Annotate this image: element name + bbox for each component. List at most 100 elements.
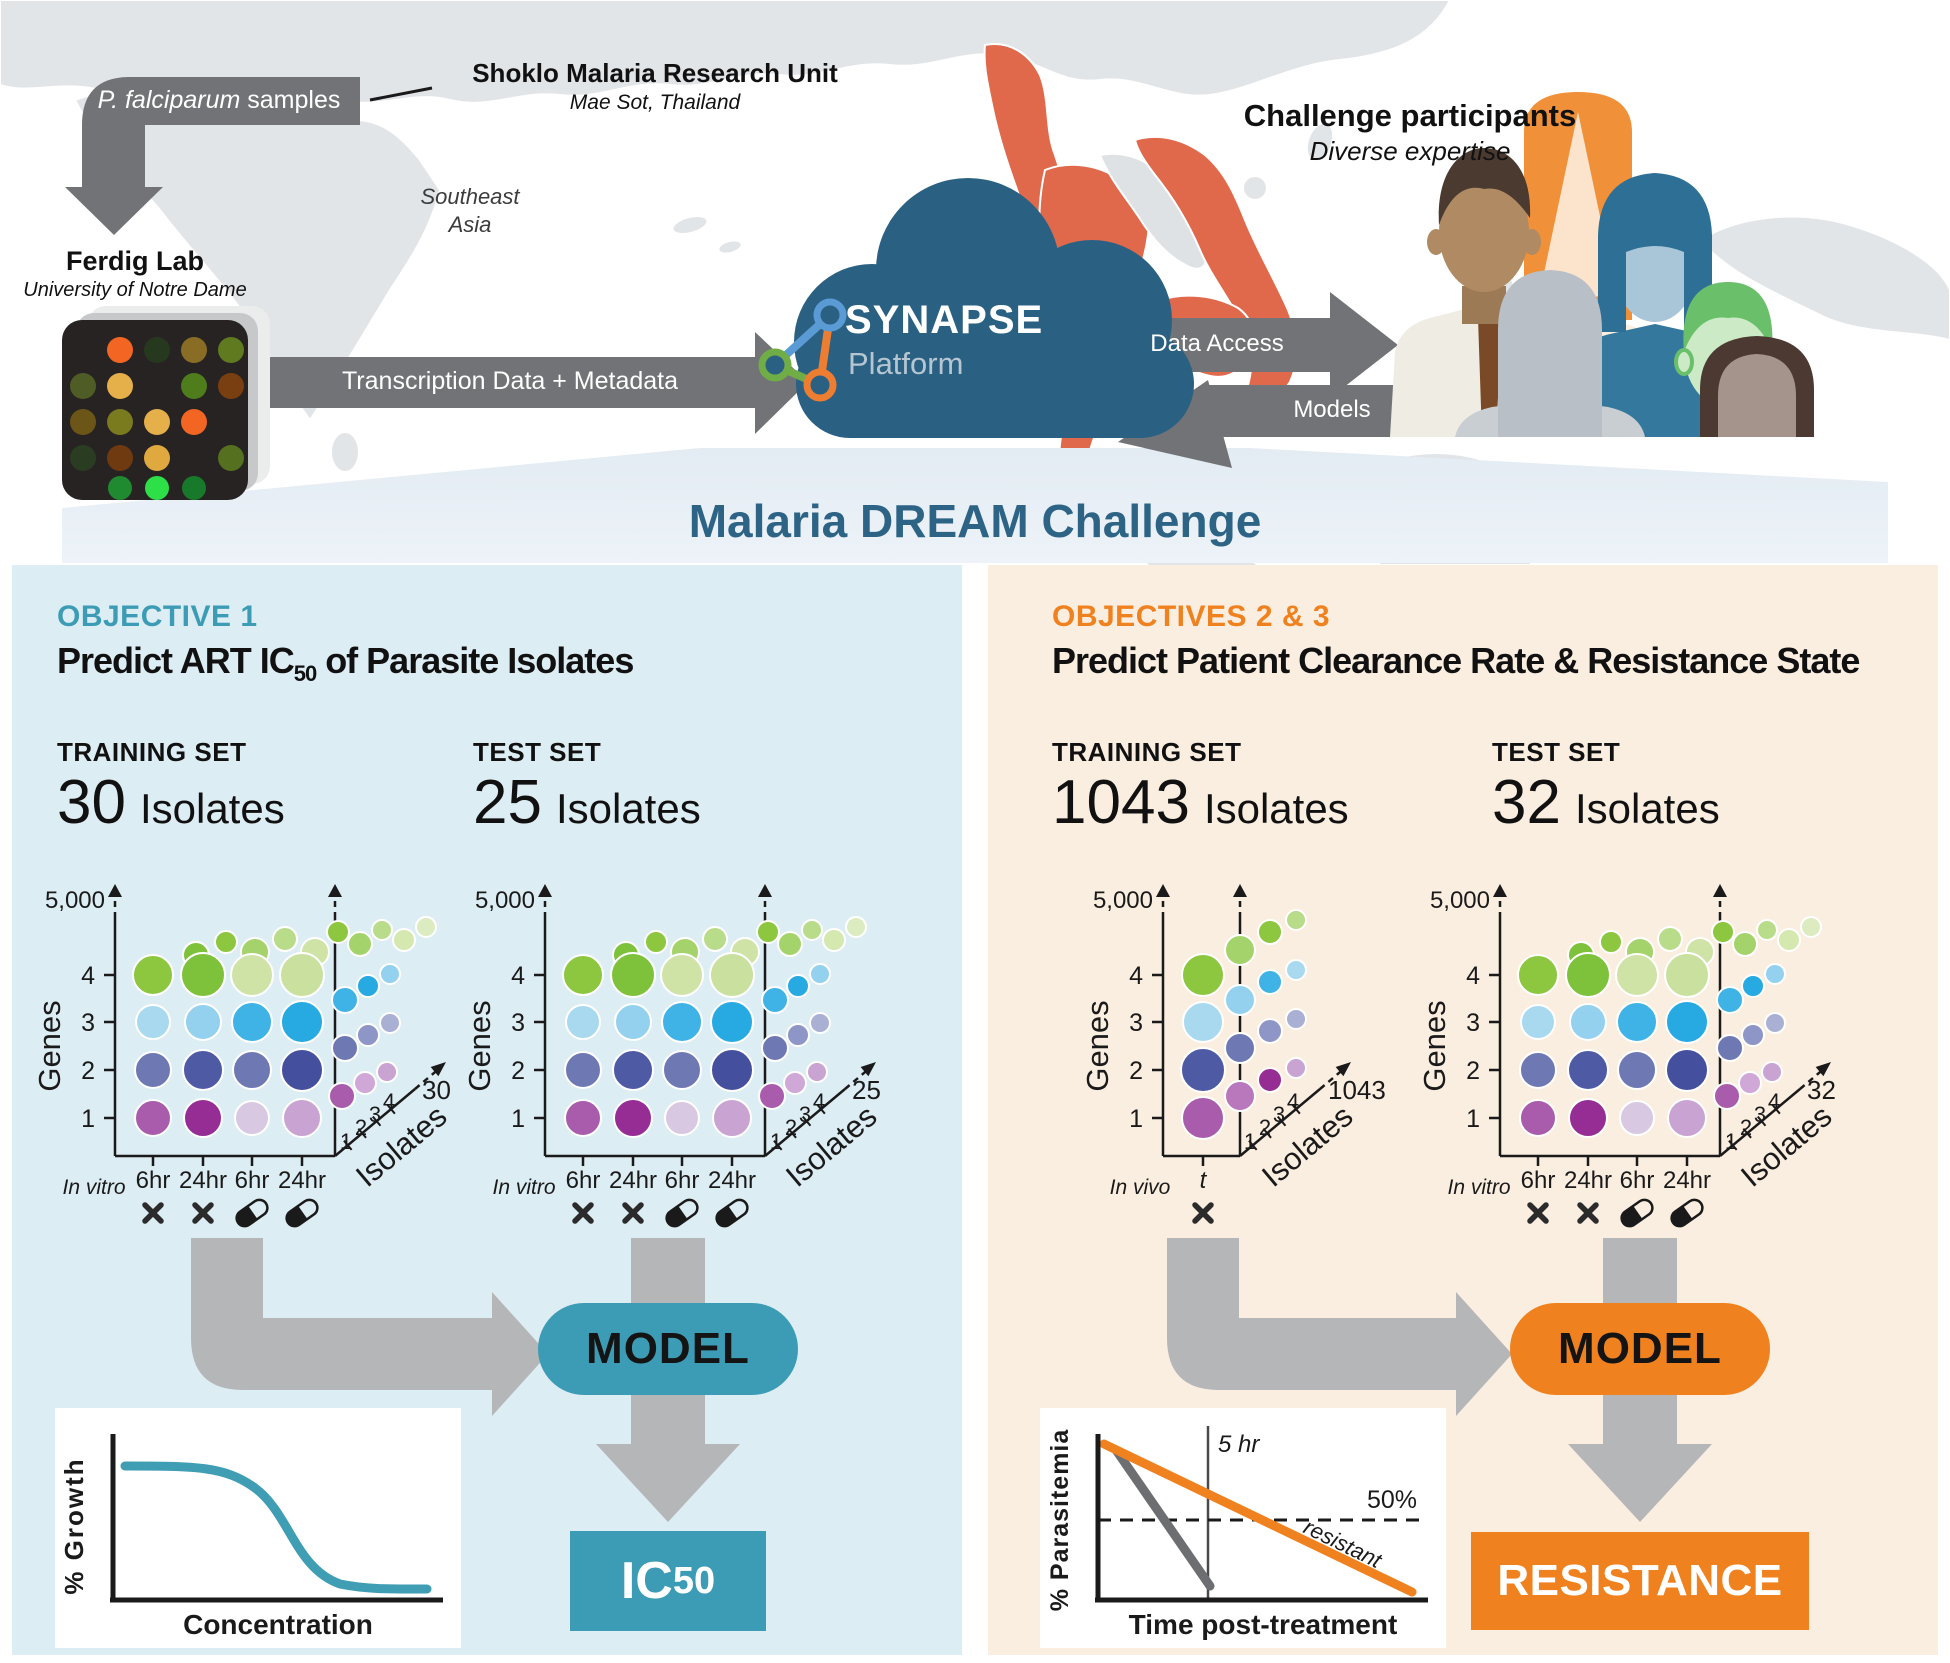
svg-text:In vitro: In vitro bbox=[1447, 1176, 1510, 1199]
clearance-axes bbox=[1095, 1434, 1428, 1603]
svg-text:1: 1 bbox=[770, 1129, 782, 1154]
test-count-unit: Isolates bbox=[1574, 785, 1720, 832]
region-label: Southeast Asia bbox=[400, 183, 540, 238]
test-count-value: 32 bbox=[1492, 768, 1561, 837]
svg-text:In vitro: In vitro bbox=[492, 1176, 555, 1199]
svg-text:1: 1 bbox=[1725, 1129, 1737, 1154]
svg-text:3: 3 bbox=[81, 1009, 95, 1037]
objective1-test-count: 25 Isolates bbox=[473, 772, 701, 834]
svg-text:24hr: 24hr bbox=[179, 1167, 227, 1194]
resistant-clearance-line bbox=[1099, 1439, 1417, 1597]
svg-text:24hr: 24hr bbox=[1663, 1167, 1711, 1194]
svg-text:2: 2 bbox=[81, 1057, 95, 1085]
lab-affiliation: University of Notre Dame bbox=[23, 279, 247, 301]
svg-text:24hr: 24hr bbox=[1564, 1167, 1612, 1194]
samples-band bbox=[65, 77, 360, 235]
transcription-flow-label: Transcription Data + Metadata bbox=[341, 367, 679, 395]
svg-text:6hr: 6hr bbox=[665, 1167, 700, 1194]
svg-text:1: 1 bbox=[340, 1129, 352, 1154]
growth-curve-inset: % Growth Concentration bbox=[55, 1408, 461, 1648]
svg-text:2: 2 bbox=[1129, 1057, 1143, 1085]
svg-text:In vitro: In vitro bbox=[62, 1176, 125, 1199]
svg-text:24hr: 24hr bbox=[278, 1167, 326, 1194]
svg-text:4: 4 bbox=[1287, 1089, 1299, 1114]
objectives23-output-box: RESISTANCE bbox=[1471, 1532, 1809, 1630]
training-count-unit: Isolates bbox=[139, 785, 285, 832]
svg-text:32: 32 bbox=[1807, 1075, 1836, 1105]
ic50-sub: 50 bbox=[672, 1559, 716, 1602]
svg-text:6hr: 6hr bbox=[136, 1167, 171, 1194]
region-label-line2: Asia bbox=[448, 211, 492, 237]
objective1-training-label: TRAINING SET bbox=[57, 737, 247, 767]
svg-text:In vivo: In vivo bbox=[1110, 1176, 1171, 1199]
lab-block: Ferdig Lab University of Notre Dame bbox=[10, 246, 260, 302]
participant-gray-person bbox=[1455, 270, 1645, 437]
objective1-output-box: IC 50 bbox=[570, 1531, 766, 1631]
svg-text:3: 3 bbox=[799, 1102, 811, 1127]
svg-text:5,000: 5,000 bbox=[475, 887, 535, 914]
participants-subtitle: Diverse expertise bbox=[1309, 136, 1511, 166]
svg-text:1: 1 bbox=[1129, 1105, 1143, 1133]
training-count-value: 30 bbox=[57, 768, 126, 837]
svg-text:24hr: 24hr bbox=[708, 1167, 756, 1194]
models-label: Models bbox=[1293, 396, 1371, 423]
funnel-shape bbox=[62, 448, 1888, 563]
research-unit-location: Mae Sot, Thailand bbox=[569, 91, 741, 114]
svg-text:6hr: 6hr bbox=[1620, 1167, 1655, 1194]
svg-text:Genes: Genes bbox=[32, 1000, 67, 1091]
research-unit-name: Shoklo Malaria Research Unit bbox=[472, 58, 838, 88]
svg-text:Isolates: Isolates bbox=[1255, 1098, 1359, 1193]
objective1-test-label: TEST SET bbox=[473, 737, 602, 767]
svg-text:2: 2 bbox=[1259, 1115, 1271, 1140]
svg-text:4: 4 bbox=[81, 962, 95, 990]
svg-text:5,000: 5,000 bbox=[45, 887, 105, 914]
svg-text:Genes: Genes bbox=[462, 1000, 497, 1091]
growth-ylabel: % Growth bbox=[59, 1457, 89, 1594]
samples-flow-label: P. falciparum samples bbox=[88, 86, 350, 115]
microarray-dots bbox=[70, 337, 244, 500]
objective1-model-pill: MODEL bbox=[538, 1303, 798, 1395]
svg-text:30: 30 bbox=[422, 1075, 451, 1105]
svg-text:6hr: 6hr bbox=[1521, 1167, 1556, 1194]
svg-text:Isolates: Isolates bbox=[349, 1098, 453, 1193]
participant-back-of-head-person bbox=[1700, 336, 1814, 437]
objective1-training-count: 30 Isolates bbox=[57, 772, 285, 834]
samples-flow-label-species: P. falciparum bbox=[97, 86, 241, 114]
test-count-value: 25 bbox=[473, 768, 542, 837]
svg-text:1: 1 bbox=[1244, 1129, 1256, 1154]
svg-text:2: 2 bbox=[1740, 1115, 1752, 1140]
svg-text:Genes: Genes bbox=[1080, 1000, 1115, 1091]
sensitive-clearance-line bbox=[1111, 1445, 1215, 1591]
objectives23-kicker: OBJECTIVES 2 & 3 bbox=[1052, 600, 1331, 633]
svg-text:5,000: 5,000 bbox=[1093, 887, 1153, 914]
objective1-title-subscript: 50 bbox=[293, 661, 318, 686]
training-count-value: 1043 bbox=[1052, 768, 1190, 837]
ic50-main: IC bbox=[620, 1552, 673, 1610]
objectives23-title: Predict Patient Clearance Rate & Resista… bbox=[1052, 640, 1860, 681]
samples-flow-label-rest: samples bbox=[240, 86, 341, 114]
svg-text:3: 3 bbox=[1754, 1102, 1766, 1127]
objectives23-training-count: 1043 Isolates bbox=[1052, 772, 1349, 834]
svg-text:6hr: 6hr bbox=[566, 1167, 601, 1194]
shoklo-pointer-line bbox=[369, 86, 433, 102]
training-count-unit: Isolates bbox=[1203, 785, 1349, 832]
clearance-50pct-label: 50% bbox=[1367, 1486, 1417, 1514]
growth-xlabel: Concentration bbox=[183, 1609, 373, 1640]
svg-text:25: 25 bbox=[852, 1075, 881, 1105]
objectives23-training-label: TRAINING SET bbox=[1052, 737, 1242, 767]
growth-curve-axes bbox=[110, 1434, 443, 1603]
svg-text:4: 4 bbox=[1466, 962, 1480, 990]
participants-illustration bbox=[1390, 92, 1814, 437]
svg-text:t: t bbox=[1200, 1167, 1208, 1194]
svg-text:2: 2 bbox=[1466, 1057, 1480, 1085]
top-illustration bbox=[0, 0, 1950, 565]
clearance-inset: 5 hr 50% resistant % Parasitemia Time po… bbox=[1040, 1408, 1446, 1648]
platform-subtitle: Platform bbox=[848, 346, 964, 381]
objectives23-model-pill: MODEL bbox=[1510, 1303, 1770, 1395]
svg-text:24hr: 24hr bbox=[609, 1167, 657, 1194]
objectives23-test-count: 32 Isolates bbox=[1492, 772, 1720, 834]
platform-name: SYNAPSE bbox=[845, 298, 1044, 342]
